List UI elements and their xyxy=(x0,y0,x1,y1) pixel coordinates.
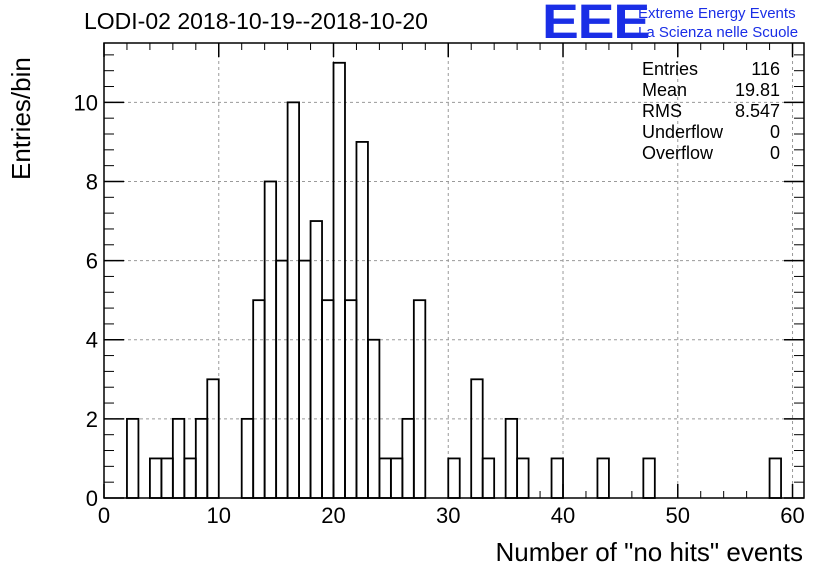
x-tick-label: 30 xyxy=(436,503,460,528)
plot-frame xyxy=(103,42,805,499)
histogram-bar xyxy=(642,457,656,499)
stats-label: Mean xyxy=(642,80,688,100)
histogram-bar xyxy=(275,259,289,499)
histogram-bar xyxy=(768,457,782,499)
histogram-bar xyxy=(355,141,369,499)
x-tick-label: 60 xyxy=(780,503,804,528)
stats-value: 8.547 xyxy=(734,101,780,121)
y-tick-label: 8 xyxy=(86,169,98,194)
stats-value: 19.81 xyxy=(734,80,780,100)
y-tick-label: 6 xyxy=(86,249,98,274)
x-tick-label: 40 xyxy=(551,503,575,528)
stats-label: Entries xyxy=(642,59,699,79)
histogram-bar xyxy=(470,378,484,499)
axis-tick-labels: 0 10 20 30 40 50 60 0 2 4 6 8 10 xyxy=(74,90,805,528)
x-tick-label: 50 xyxy=(666,503,690,528)
stats-value: 0 xyxy=(769,122,780,142)
histogram-bar xyxy=(550,457,564,499)
x-tick-label: 10 xyxy=(207,503,231,528)
histogram-bar xyxy=(481,457,496,499)
stats-label: Underflow xyxy=(642,122,724,142)
y-tick-label: 10 xyxy=(74,90,98,115)
histogram-bar xyxy=(447,457,461,499)
stats-label: Overflow xyxy=(642,143,714,163)
histogram-bar xyxy=(321,299,335,499)
histogram-bar xyxy=(596,457,610,499)
stats-row-rms: RMS 8.547 xyxy=(642,101,780,122)
stats-value: 0 xyxy=(769,143,780,163)
histogram-bar xyxy=(171,417,186,499)
histogram-bar xyxy=(401,417,415,499)
y-tick-label: 4 xyxy=(86,328,98,353)
y-tick-label: 2 xyxy=(86,407,98,432)
eee-logo-text: Extreme Energy Events La Scienza nelle S… xyxy=(638,4,798,42)
stats-row-mean: Mean 19.81 xyxy=(642,80,780,101)
x-tick-label: 0 xyxy=(98,503,110,528)
stats-row-overflow: Overflow 0 xyxy=(642,143,780,164)
stats-box: Entries 116 Mean 19.81 RMS 8.547 Underfl… xyxy=(642,59,780,164)
histogram-bar xyxy=(252,299,266,499)
histogram-bar xyxy=(309,220,323,499)
stats-value: 116 xyxy=(751,59,780,79)
histogram-bar xyxy=(344,299,358,499)
histogram-bar xyxy=(286,101,300,499)
histogram-bar xyxy=(149,457,163,499)
histogram-bar xyxy=(126,417,140,499)
histogram-bar xyxy=(298,259,312,499)
stats-row-underflow: Underflow 0 xyxy=(642,122,780,143)
histogram-bar xyxy=(332,61,346,499)
histogram-bar xyxy=(194,417,209,499)
histogram-bar xyxy=(412,299,427,499)
histogram-bar xyxy=(160,457,174,499)
chart-title: LODI-02 2018-10-19--2018-10-20 xyxy=(84,8,428,34)
x-axis-label: Number of "no hits" events xyxy=(495,537,804,567)
logo-line-2: La Scienza nelle Scuole xyxy=(638,24,799,41)
eee-logo: EEE xyxy=(542,0,650,49)
stats-row-entries: Entries 116 xyxy=(642,59,780,80)
logo-line-1: Extreme Energy Events xyxy=(638,5,796,22)
stats-label: RMS xyxy=(642,101,682,121)
histogram-bar xyxy=(504,417,519,499)
y-axis-label: Entries/bin xyxy=(6,57,36,180)
histogram-bar xyxy=(183,457,197,499)
histogram-bar xyxy=(378,457,392,499)
histogram-bar xyxy=(240,417,255,499)
histogram-bar xyxy=(516,457,530,499)
axis-ticks xyxy=(103,43,804,499)
histogram-bar xyxy=(206,378,220,499)
x-tick-label: 20 xyxy=(321,503,345,528)
y-tick-label: 0 xyxy=(86,486,98,511)
histogram-bar xyxy=(389,457,404,499)
